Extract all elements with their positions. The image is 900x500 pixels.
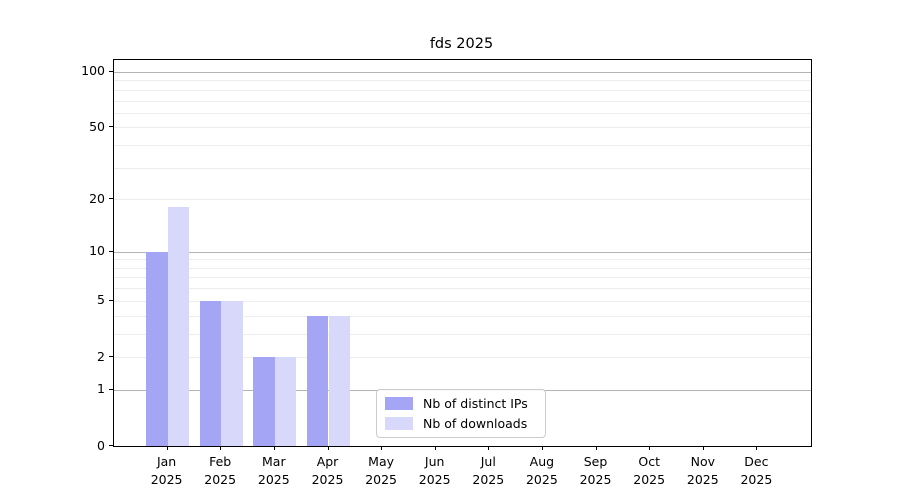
bar-distinct-ips <box>253 357 275 446</box>
minor-gridline <box>114 333 811 335</box>
legend-swatch-downloads <box>385 417 413 430</box>
minor-gridline <box>114 357 811 358</box>
major-gridline <box>114 251 811 253</box>
minor-gridline <box>114 167 811 169</box>
x-tick-mark <box>649 446 651 450</box>
x-tick-mark <box>488 446 490 450</box>
minor-gridline <box>114 89 811 91</box>
minor-gridline <box>114 277 811 279</box>
x-tick-label: Aug 2025 <box>525 454 558 487</box>
y-tick-mark <box>109 70 113 72</box>
bar-downloads <box>328 315 350 446</box>
minor-gridline <box>114 315 811 317</box>
x-tick-label: Mar 2025 <box>257 454 290 487</box>
legend-swatch-distinct-ips <box>385 397 413 410</box>
y-tick-label: 100 <box>81 63 105 79</box>
y-tick-mark <box>109 388 113 390</box>
minor-gridline <box>114 300 811 302</box>
legend-label-distinct-ips: Nb of distinct IPs <box>423 396 528 411</box>
minor-gridline <box>114 199 811 201</box>
x-tick-mark <box>381 446 383 450</box>
x-tick-label: Apr 2025 <box>311 454 344 487</box>
legend: Nb of distinct IPs Nb of downloads <box>376 389 546 438</box>
x-tick-label: Feb 2025 <box>204 454 237 487</box>
x-tick-mark <box>756 446 758 450</box>
chart-title: fds 2025 <box>429 36 494 52</box>
x-tick-label: Jul 2025 <box>472 454 505 487</box>
legend-entry-distinct-ips: Nb of distinct IPs <box>385 396 537 411</box>
minor-gridline <box>114 80 811 82</box>
x-tick-mark <box>166 446 168 450</box>
y-tick-label: 5 <box>97 292 105 308</box>
y-tick-label: 1 <box>97 381 105 397</box>
x-tick-label: Jan 2025 <box>150 454 183 487</box>
y-tick-mark <box>109 126 113 128</box>
minor-gridline <box>114 145 811 146</box>
x-tick-label: Jun 2025 <box>418 454 451 487</box>
y-tick-mark <box>109 250 113 252</box>
y-tick-label: 0 <box>97 437 105 453</box>
y-tick-label: 10 <box>89 243 105 259</box>
bar-downloads <box>274 357 297 446</box>
bar-distinct-ips <box>146 251 168 446</box>
y-tick-label: 50 <box>89 118 105 134</box>
x-tick-mark <box>220 446 222 450</box>
plot-area: Nb of distinct IPs Nb of downloads <box>113 59 812 447</box>
bar-downloads <box>167 207 189 446</box>
x-tick-label: Sep 2025 <box>579 454 612 487</box>
y-tick-mark <box>109 299 113 301</box>
bar-distinct-ips <box>307 315 329 446</box>
bar-distinct-ips <box>199 300 222 446</box>
y-tick-label: 2 <box>97 348 105 364</box>
x-tick-mark <box>702 446 704 450</box>
y-tick-label: 20 <box>89 190 105 206</box>
y-tick-mark <box>109 445 113 446</box>
x-tick-label: Oct 2025 <box>633 454 666 487</box>
minor-gridline <box>114 127 811 129</box>
major-gridline <box>114 71 811 73</box>
x-tick-mark <box>541 446 543 450</box>
legend-entry-downloads: Nb of downloads <box>385 416 537 431</box>
x-tick-mark <box>327 446 329 450</box>
y-tick-mark <box>109 198 113 200</box>
x-tick-label: Nov 2025 <box>686 454 719 487</box>
minor-gridline <box>114 100 811 102</box>
x-tick-label: May 2025 <box>365 454 397 487</box>
x-tick-mark <box>273 446 275 450</box>
y-tick-mark <box>109 356 113 357</box>
x-tick-mark <box>434 446 436 450</box>
x-tick-mark <box>595 446 597 450</box>
minor-gridline <box>114 267 811 269</box>
legend-label-downloads: Nb of downloads <box>423 416 528 431</box>
x-tick-label: Dec 2025 <box>740 454 773 487</box>
minor-gridline <box>114 259 811 261</box>
bar-downloads <box>221 300 243 446</box>
minor-gridline <box>114 112 811 114</box>
minor-gridline <box>114 288 811 290</box>
